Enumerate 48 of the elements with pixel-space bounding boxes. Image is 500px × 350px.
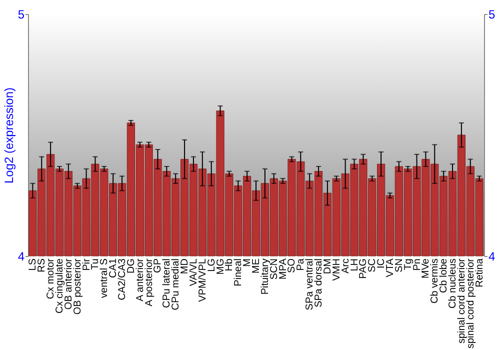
x-tick-label: Cx cingulate xyxy=(54,258,66,314)
x-tick-label: SPa dorsal xyxy=(314,258,325,308)
x-tick-label: Pa xyxy=(296,258,307,271)
y2-tick-label: 4 xyxy=(488,250,496,264)
x-tick-label: A posterior xyxy=(144,258,155,306)
x-tick-label: M xyxy=(242,258,254,267)
x-tick-label: RS xyxy=(36,258,48,272)
x-tick-label: DM xyxy=(322,258,334,274)
y-axis-title: Log2 (expression) xyxy=(2,87,16,184)
x-tick-label: GP xyxy=(152,258,164,273)
x-tick-label: spinal cord anterior xyxy=(456,258,468,344)
x-tick-label: MVe xyxy=(420,258,432,279)
x-tick-label: Pituitary xyxy=(260,258,271,295)
x-tick-label: LG xyxy=(206,258,218,272)
x-tick-label: IC xyxy=(376,258,388,268)
x-tick-label: Pineal xyxy=(233,258,244,286)
x-tick-label: Arc xyxy=(340,258,352,274)
x-tick-label: VMH xyxy=(331,258,342,281)
x-tick-label: Cb lobe xyxy=(438,258,450,293)
x-tick-label: SC xyxy=(367,258,378,272)
x-tick-label: LS xyxy=(28,258,39,271)
x-tick-label: OB posterior xyxy=(72,258,84,315)
x-tick-label: ventral S xyxy=(99,258,110,298)
x-tick-label: Pir xyxy=(81,258,92,271)
x-tick-label: PAG xyxy=(358,258,370,279)
x-tick-label: A anterior xyxy=(134,258,146,302)
x-tick-label: Tg xyxy=(402,258,414,270)
x-tick-label: CA2/CA3 xyxy=(117,258,128,300)
x-tick-label: Tu xyxy=(90,258,102,270)
x-tick-label: Pn xyxy=(412,258,423,271)
x-tick-label: DG xyxy=(126,258,137,274)
y2-tick-label: 5 xyxy=(488,8,496,22)
x-tick-label: spinal cord posterior xyxy=(465,258,476,349)
x-tick-label: SCN xyxy=(268,258,280,280)
x-tick-label: MPA xyxy=(278,258,289,280)
x-tick-label: CPu medial xyxy=(170,258,182,310)
x-tick-label: ME xyxy=(251,258,262,274)
x-tick-label: Cb nucleus xyxy=(448,258,459,309)
x-tick-label: VPM/VPL xyxy=(197,258,208,302)
x-tick-label: SO xyxy=(286,258,298,273)
x-tick-label: Hb xyxy=(224,258,236,272)
x-tick-label: VTA xyxy=(384,258,396,278)
x-tick-label: Retina xyxy=(474,258,486,288)
x-tick-label: OB anterior xyxy=(63,258,74,310)
x-tick-label: VA/VL xyxy=(188,258,200,286)
x-tick-label: LH xyxy=(349,258,360,272)
x-tick-label: SN xyxy=(394,258,405,272)
x-tick-label: CA1 xyxy=(108,258,120,278)
